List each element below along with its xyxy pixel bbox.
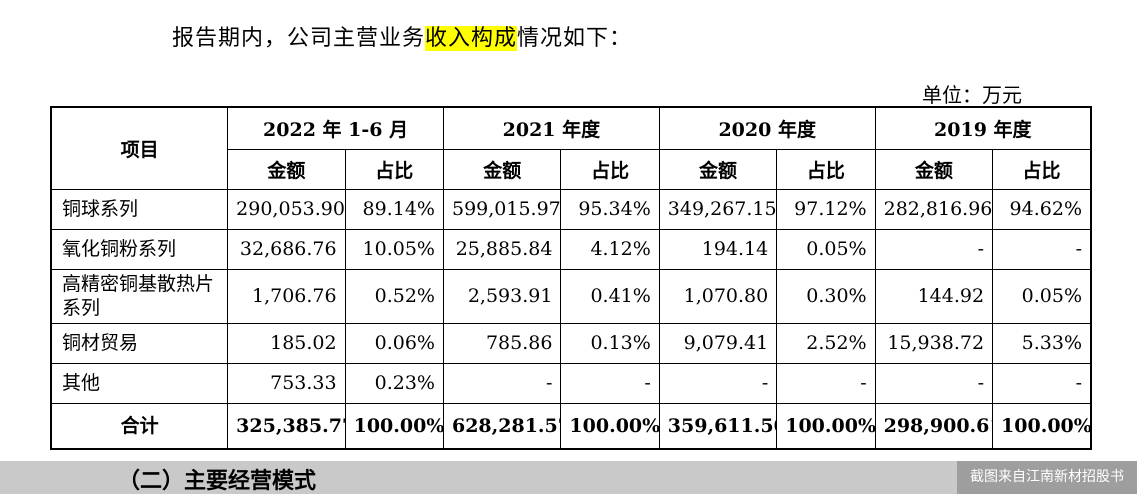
unit-label: 单位：万元 [922, 83, 1022, 107]
period-header: 2022 年 1-6 月 [227, 106, 444, 150]
ratio-cell: 100.00% [992, 402, 1092, 450]
table-row: 铜材贸易 185.02 0.06% 785.86 0.13% 9,079.41 2.52% 1… [50, 322, 1092, 364]
section-bar [0, 461, 1137, 494]
amount-cell: 185.02 [227, 322, 346, 364]
row-name: 高精密铜基散热片系列 [50, 268, 229, 324]
ratio-cell: 100.00% [776, 402, 876, 450]
ratio-cell: 0.41% [560, 268, 660, 324]
ratio-cell: - [776, 362, 876, 404]
amount-header: 金额 [227, 148, 346, 190]
period-header: 2019 年度 [874, 106, 1092, 150]
intro-highlight: 收入构成 [425, 26, 518, 51]
ratio-cell: 5.33% [992, 322, 1092, 364]
amount-cell: 628,281.57 [442, 402, 562, 450]
amount-header: 金额 [442, 148, 562, 190]
row-name: 铜材贸易 [50, 322, 229, 364]
period-header: 2021 年度 [442, 106, 660, 150]
ratio-cell: - [992, 362, 1092, 404]
ratio-cell: 0.06% [344, 322, 444, 364]
table-body: 铜球系列 290,053.90 89.14% 599,015.97 95.34% 349,… [50, 188, 1092, 450]
amount-cell: 349,267.15 [658, 188, 778, 230]
ratio-header: 占比 [344, 148, 444, 190]
table-row: 其他 753.33 0.23% - - - - - - [50, 362, 1092, 404]
ratio-cell: 2.52% [776, 322, 876, 364]
ratio-cell: 95.34% [560, 188, 660, 230]
table-row: 铜球系列 290,053.90 89.14% 599,015.97 95.34% 349,… [50, 188, 1092, 230]
intro-sentence: 报告期内，公司主营业务收入构成情况如下： [172, 20, 632, 52]
amount-cell: 2,593.91 [442, 268, 562, 324]
revenue-composition-table: 项目 2022 年 1-6 月 2021 年度 2020 年度 2019 年度 … [50, 106, 1092, 450]
row-name: 氧化铜粉系列 [50, 228, 229, 270]
amount-cell: 753.33 [227, 362, 346, 404]
ratio-cell: - [992, 228, 1092, 270]
amount-cell: 1,706.76 [227, 268, 346, 324]
ratio-cell: 0.23% [344, 362, 444, 404]
ratio-cell: 89.14% [344, 188, 444, 230]
ratio-cell: 0.05% [776, 228, 876, 270]
ratio-cell: - [560, 362, 660, 404]
amount-cell: 325,385.77 [227, 402, 346, 450]
amount-cell: 15,938.72 [874, 322, 994, 364]
ratio-cell: 0.13% [560, 322, 660, 364]
ratio-cell: 97.12% [776, 188, 876, 230]
row-name: 其他 [50, 362, 229, 404]
amount-cell: - [874, 362, 994, 404]
intro-after: 情况如下： [517, 26, 633, 51]
amount-cell: - [442, 362, 562, 404]
ratio-cell: 100.00% [344, 402, 444, 450]
amount-cell: 9,079.41 [658, 322, 778, 364]
ratio-cell: 100.00% [560, 402, 660, 450]
amount-cell: 194.14 [658, 228, 778, 270]
amount-header: 金额 [658, 148, 778, 190]
total-label: 合计 [50, 402, 229, 450]
row-name: 铜球系列 [50, 188, 229, 230]
watermark: 截图来自江南新材招股书 [957, 461, 1137, 494]
amount-cell: 282,816.96 [874, 188, 994, 230]
item-header: 项目 [50, 106, 229, 190]
amount-cell: 32,686.76 [227, 228, 346, 270]
table-row: 高精密铜基散热片系列 1,706.76 0.52% 2,593.91 0.41% 1,07… [50, 268, 1092, 324]
total-row: 合计 325,385.77 100.00% 628,281.57 100.00% 359,… [50, 402, 1092, 450]
ratio-cell: 0.30% [776, 268, 876, 324]
intro-before: 报告期内，公司主营业务 [172, 26, 426, 51]
ratio-cell: 94.62% [992, 188, 1092, 230]
amount-cell: 359,611.50 [658, 402, 778, 450]
ratio-cell: 0.05% [992, 268, 1092, 324]
ratio-header: 占比 [560, 148, 660, 190]
table-row: 氧化铜粉系列 32,686.76 10.05% 25,885.84 4.12% 194.1… [50, 228, 1092, 270]
amount-cell: - [658, 362, 778, 404]
amount-cell: - [874, 228, 994, 270]
amount-cell: 1,070.80 [658, 268, 778, 324]
amount-cell: 290,053.90 [227, 188, 346, 230]
ratio-cell: 4.12% [560, 228, 660, 270]
amount-cell: 785.86 [442, 322, 562, 364]
ratio-cell: 0.52% [344, 268, 444, 324]
amount-cell: 25,885.84 [442, 228, 562, 270]
section-title: （二）主要经营模式 [118, 469, 317, 494]
amount-cell: 298,900.61 [874, 402, 994, 450]
period-header: 2020 年度 [658, 106, 876, 150]
ratio-header: 占比 [776, 148, 876, 190]
amount-header: 金额 [874, 148, 994, 190]
amount-cell: 144.92 [874, 268, 994, 324]
ratio-header: 占比 [992, 148, 1092, 190]
ratio-cell: 10.05% [344, 228, 444, 270]
amount-cell: 599,015.97 [442, 188, 562, 230]
